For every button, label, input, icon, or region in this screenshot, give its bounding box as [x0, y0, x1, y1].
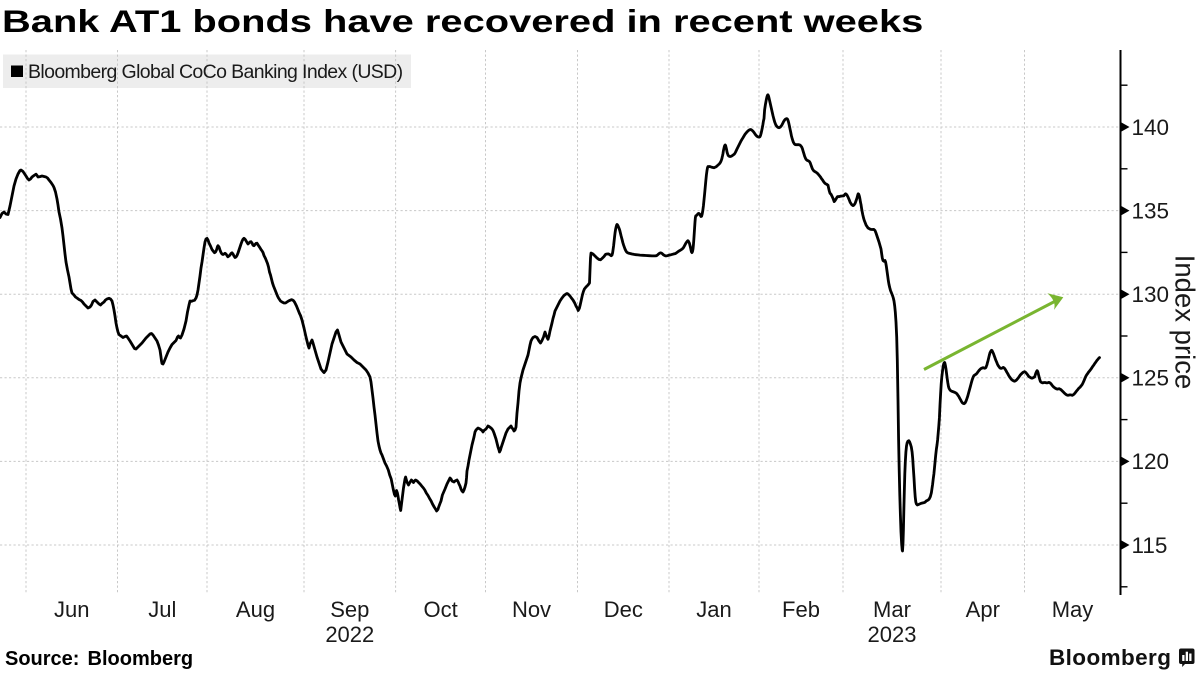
svg-text:Oct: Oct — [423, 597, 457, 622]
svg-text:Jan: Jan — [696, 597, 731, 622]
svg-text:140: 140 — [1132, 115, 1170, 140]
svg-text:115: 115 — [1132, 533, 1168, 558]
svg-text:Jul: Jul — [148, 597, 176, 622]
svg-text:Feb: Feb — [782, 597, 820, 622]
svg-text:135: 135 — [1132, 198, 1170, 223]
svg-text:Mar: Mar — [873, 597, 911, 622]
svg-text:125: 125 — [1132, 366, 1170, 391]
svg-text:Nov: Nov — [512, 597, 551, 622]
svg-text:2023: 2023 — [868, 622, 917, 647]
svg-text:May: May — [1052, 597, 1094, 622]
svg-text:Sep: Sep — [330, 597, 369, 622]
svg-text:120: 120 — [1132, 449, 1170, 474]
svg-text:130: 130 — [1132, 282, 1170, 307]
svg-text:Bloomberg Global CoCo Banking: Bloomberg Global CoCo Banking Index (USD… — [28, 61, 403, 83]
svg-text:2022: 2022 — [325, 622, 374, 647]
svg-text:Apr: Apr — [966, 597, 1000, 622]
svg-text:Aug: Aug — [236, 597, 275, 622]
svg-text:Index price: Index price — [1170, 255, 1200, 390]
svg-text:Dec: Dec — [604, 597, 643, 622]
svg-text:Jun: Jun — [54, 597, 89, 622]
